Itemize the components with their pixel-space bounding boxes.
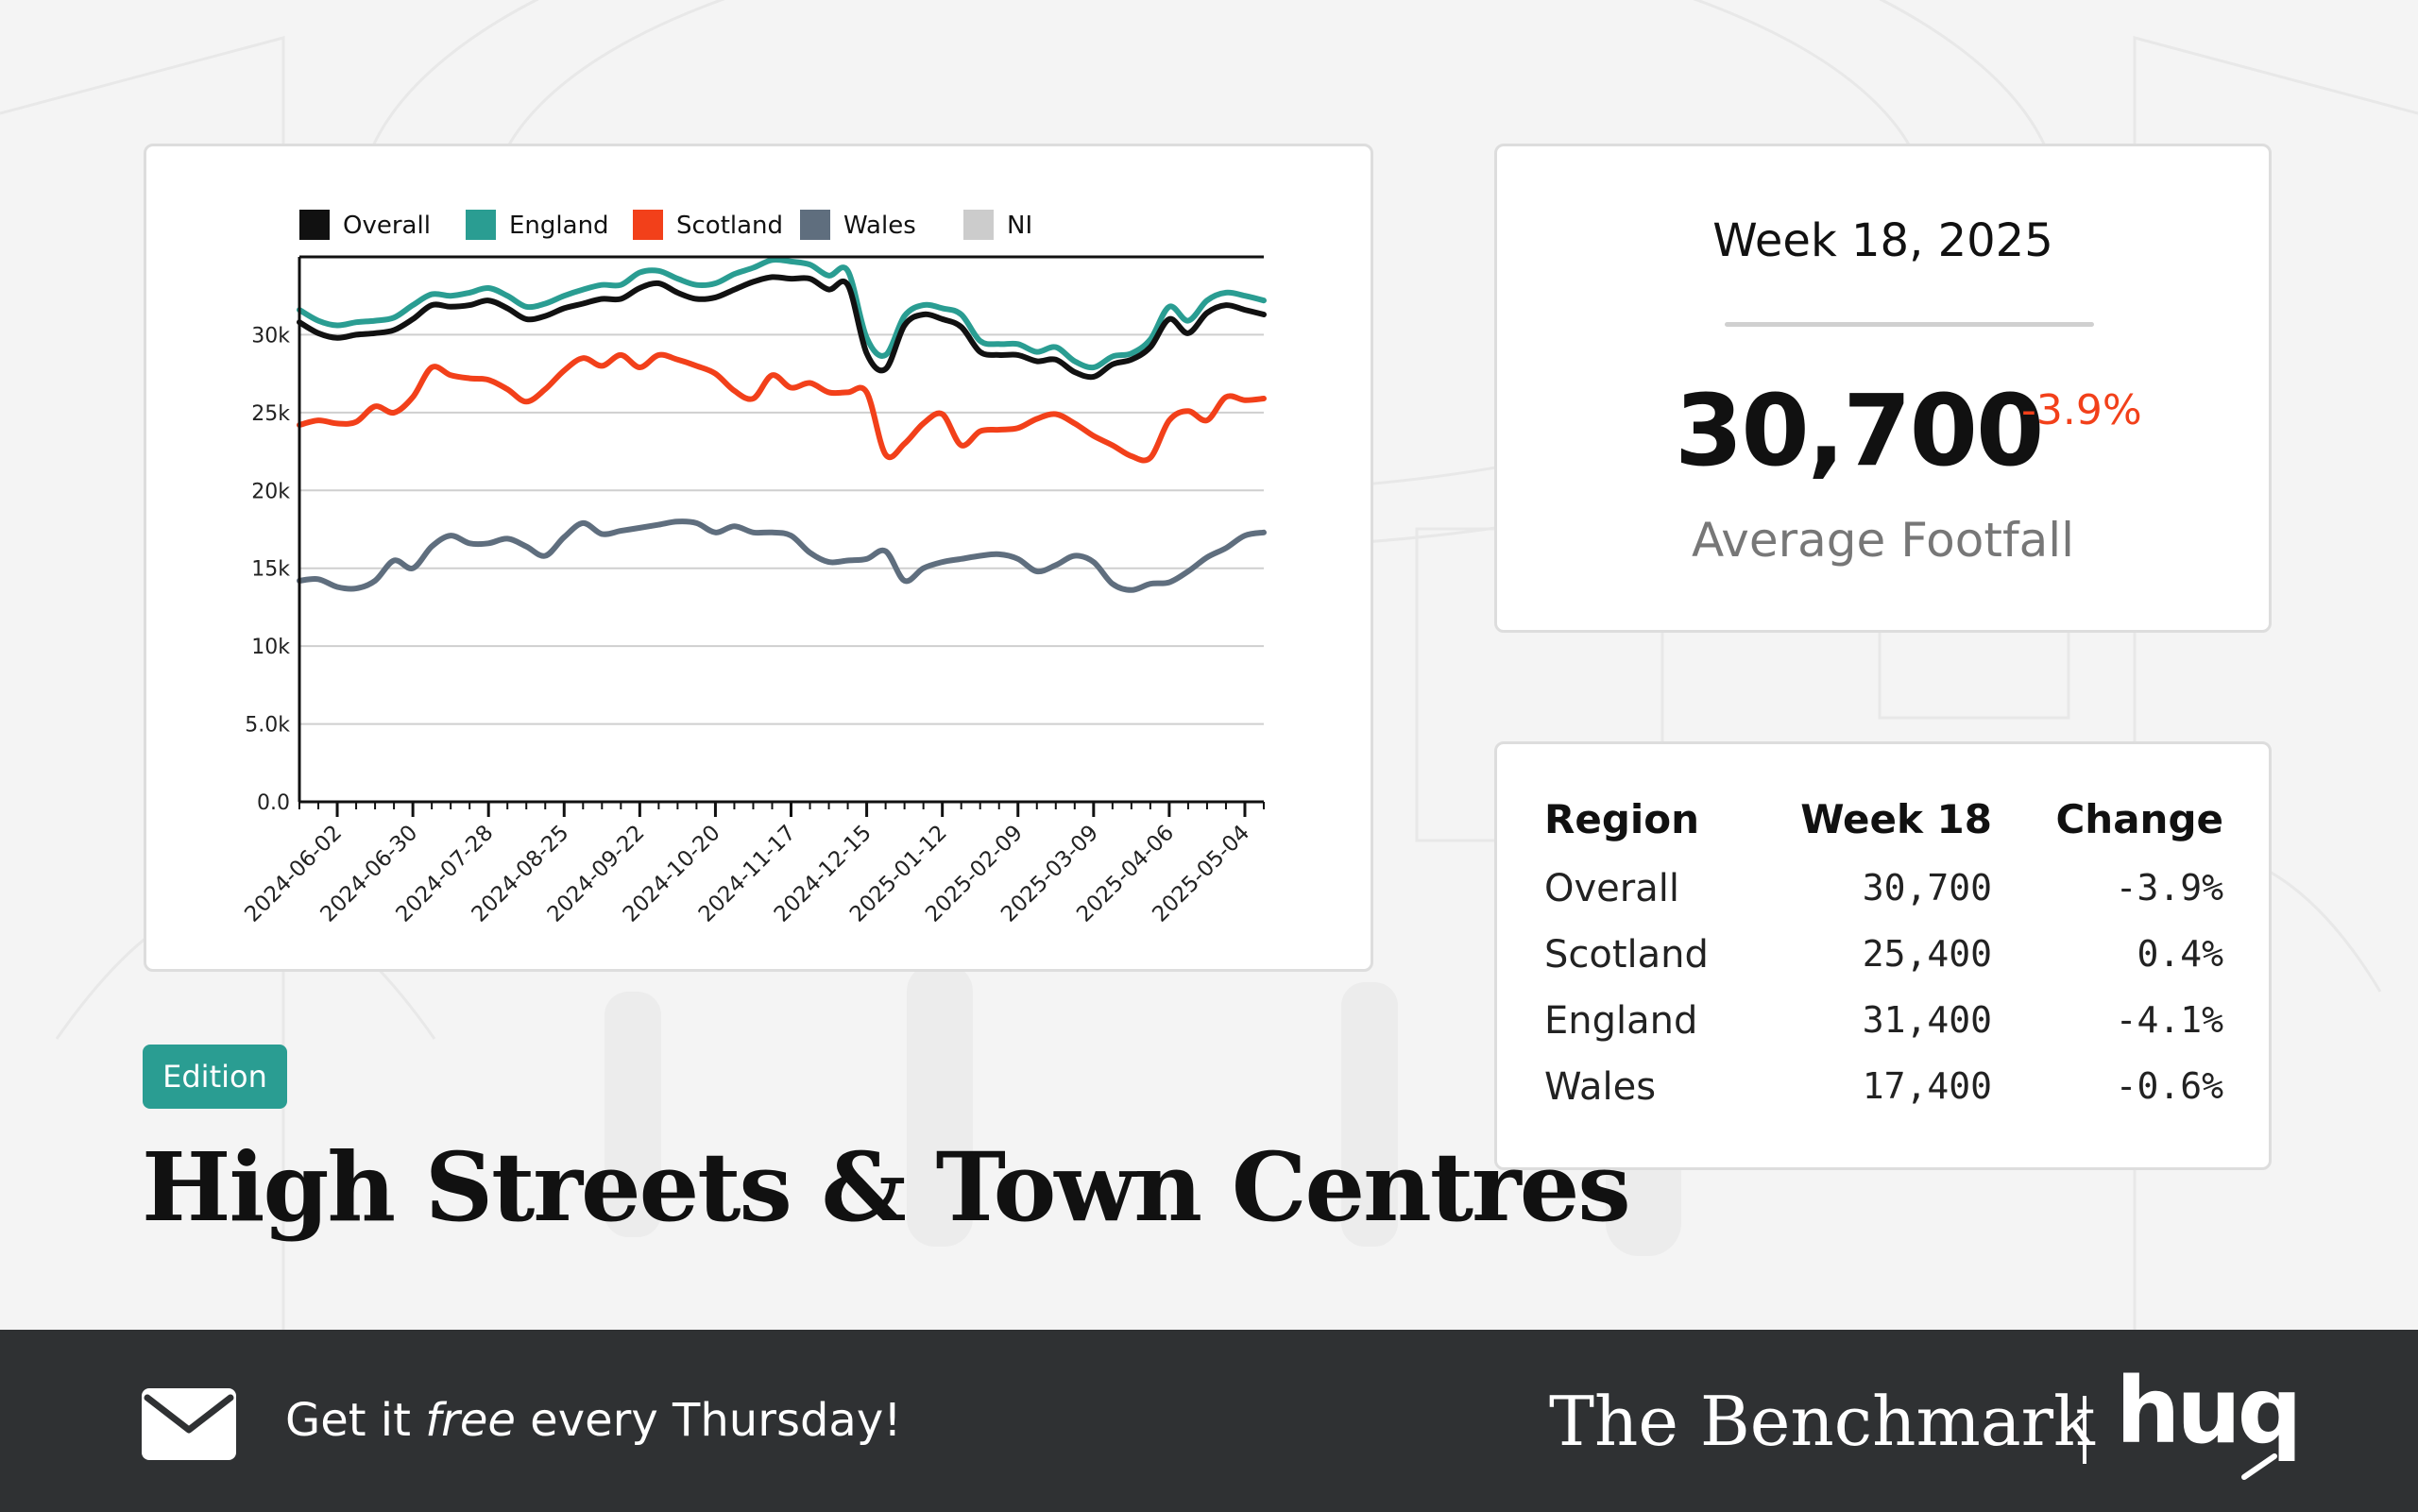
y-tick-label: 10k — [251, 636, 290, 659]
legend-swatch-wales — [800, 210, 830, 240]
footfall-line-chart: Overall England Scotland Wales NI 0.0 5.0k 10k… — [240, 210, 1267, 927]
legend-label-overall: Overall — [343, 212, 431, 240]
legend-swatch-england — [466, 210, 496, 240]
table-header-change: Change — [2055, 796, 2223, 842]
table-cell-week: 25,400 — [1862, 933, 1992, 975]
legend-swatch-overall — [299, 210, 330, 240]
table-cell-region: Overall — [1544, 867, 1679, 910]
cta-text-end: every Thursday! — [515, 1394, 902, 1447]
table-cell-week: 30,700 — [1862, 867, 1992, 909]
kpi-change: -3.9% — [2021, 386, 2142, 434]
y-tick-label: 15k — [251, 558, 290, 582]
y-tick-label: 5.0k — [245, 714, 290, 738]
kpi-week-label: Week 18, 2025 — [1712, 214, 2053, 267]
table-cell-change: 0.4% — [2137, 933, 2223, 975]
y-tick-label: 25k — [251, 402, 290, 426]
mail-icon — [142, 1388, 236, 1460]
chart-card: Overall England Scotland Wales NI 0.0 5.0k 10k… — [144, 144, 1373, 972]
chart-legend: Overall England Scotland Wales NI — [299, 210, 1032, 240]
legend-swatch-ni — [963, 210, 994, 240]
table-cell-week: 17,400 — [1862, 1065, 1992, 1107]
table-cell-region: Wales — [1544, 1065, 1657, 1109]
table-row: Wales 17,400 -0.6% — [1497, 1065, 2269, 1122]
table-header-week: Week 18 — [1800, 796, 1992, 842]
legend-label-england: England — [509, 212, 609, 240]
footer-bar: Get it free every Thursday! The Benchmar… — [0, 1330, 2418, 1512]
table-cell-region: Scotland — [1544, 933, 1709, 977]
cta-text-free: free — [425, 1394, 516, 1447]
y-tick-label: 20k — [251, 480, 290, 503]
table-cell-change: -0.6% — [2115, 1065, 2223, 1107]
kpi-label: Average Footfall — [1691, 513, 2074, 568]
brand-separator — [2083, 1396, 2086, 1464]
table-row: Overall 30,700 -3.9% — [1497, 867, 2269, 924]
table-cell-region: England — [1544, 999, 1698, 1043]
table-row: England 31,400 -4.1% — [1497, 999, 2269, 1056]
series-line-wales — [297, 518, 1267, 593]
legend-swatch-scotland — [633, 210, 663, 240]
series-line-overall — [297, 274, 1267, 381]
series-line-scotland — [297, 351, 1267, 464]
legend-label-scotland: Scotland — [676, 212, 783, 240]
y-tick-label: 0.0 — [257, 791, 290, 815]
logo-tick-icon — [2241, 1453, 2277, 1480]
edition-badge: Edition — [143, 1045, 287, 1109]
table-cell-change: -3.9% — [2115, 867, 2223, 909]
table-cell-change: -4.1% — [2115, 999, 2223, 1041]
series-line-england — [297, 256, 1267, 371]
kpi-card: Week 18, 2025 30,700 -3.9% Average Footf… — [1494, 144, 2272, 633]
subscribe-cta[interactable]: Get it free every Thursday! — [285, 1394, 901, 1447]
page-title: High Streets & Town Centres — [142, 1131, 1631, 1243]
region-table-card: Region Week 18 Change Overall 30,700 -3.… — [1494, 741, 2272, 1170]
legend-label-wales: Wales — [843, 212, 916, 240]
huq-logo: huq — [2116, 1358, 2302, 1464]
chart-gridlines — [299, 333, 1264, 725]
table-header-region: Region — [1544, 796, 1700, 842]
kpi-divider — [1725, 322, 2094, 327]
table-row: Scotland 25,400 0.4% — [1497, 933, 2269, 990]
y-tick-label: 30k — [251, 324, 290, 348]
table-cell-week: 31,400 — [1862, 999, 1992, 1041]
cta-text-start: Get it — [285, 1394, 426, 1447]
kpi-value: 30,700 — [1675, 373, 2044, 488]
legend-label-ni: NI — [1007, 212, 1032, 240]
chart-series — [297, 256, 1267, 593]
brand-name: The Benchmark — [1549, 1382, 2095, 1461]
